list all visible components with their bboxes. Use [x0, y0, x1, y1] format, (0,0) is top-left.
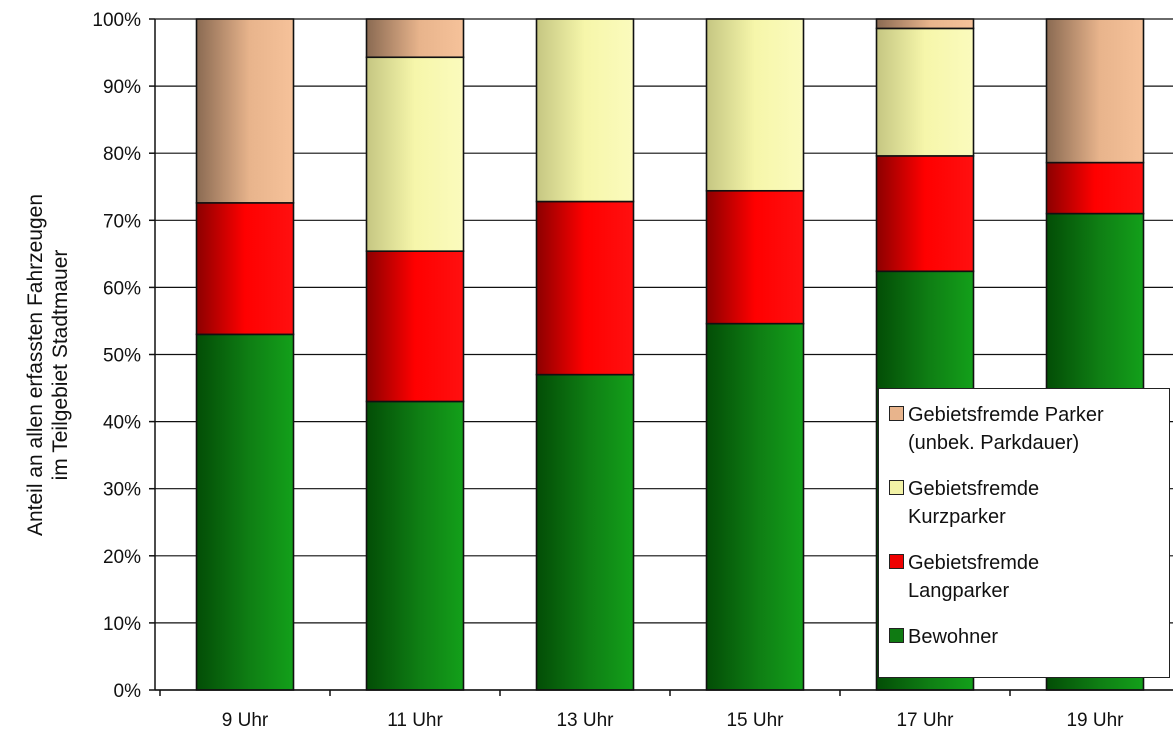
y-tick-label: 60% — [103, 278, 141, 299]
y-tick-label: 20% — [103, 547, 141, 568]
legend-label: Kurzparker — [908, 506, 1006, 528]
y-tick-label: 70% — [103, 211, 141, 232]
y-tick-label: 40% — [103, 413, 141, 434]
legend-label: Gebietsfremde — [908, 552, 1040, 574]
x-tick-label: 11 Uhr — [387, 710, 443, 731]
bar-gebietsfremde-parker-unbek-parkdauer-11-uhr — [365, 18, 465, 59]
bar-gebietsfremde-parker-unbek-parkdauer-19-uhr — [1045, 18, 1145, 164]
x-tick-labels: 9 Uhr 11 Uhr 13 Uhr 15 Uhr 17 Uhr 19 Uhr — [222, 710, 1124, 731]
legend-swatch-langparker — [889, 554, 904, 569]
legend-label: (unbek. Parkdauer) — [908, 432, 1080, 454]
legend-item-kurzparker: Gebietsfremde Kurzparker — [889, 475, 1169, 531]
x-tick-label: 17 Uhr — [896, 710, 954, 731]
legend-label: Langparker — [908, 580, 1010, 602]
legend-label: Bewohner — [908, 626, 999, 648]
legend-label: Gebietsfremde — [908, 478, 1040, 500]
legend-label: Gebietsfremde Parker — [908, 404, 1104, 426]
bar-gebietsfremde-kurzparker-15-uhr — [705, 18, 805, 192]
legend-swatch-unbekannt — [889, 406, 904, 421]
y-axis-title-line-1: Anteil an allen erfassten Fahrzeugen — [24, 194, 47, 536]
y-tick-label: 0% — [114, 681, 142, 702]
x-tick-label: 15 Uhr — [726, 710, 784, 731]
bar-gebietsfremde-kurzparker-11-uhr — [365, 56, 465, 252]
y-tick-labels: 0% 10% 20% 30% 40% 50% 60% 70% 80% 90% 100% — [92, 10, 141, 702]
y-tick-label: 80% — [103, 144, 141, 165]
axes — [149, 18, 1173, 696]
y-tick-label: 10% — [103, 614, 141, 635]
y-axis-title: Anteil an allen erfassten Fahrzeugen im … — [24, 194, 72, 536]
bar-gebietsfremde-langparker-19-uhr — [1045, 161, 1145, 215]
bar-gebietsfremde-langparker-15-uhr — [705, 189, 805, 325]
legend-item-unbekannt: Gebietsfremde Parker (unbek. Parkdauer) — [889, 401, 1169, 457]
legend-item-langparker: Gebietsfremde Langparker — [889, 549, 1169, 605]
bar-gebietsfremde-langparker-17-uhr — [875, 155, 975, 273]
x-tick-label: 9 Uhr — [222, 710, 269, 731]
legend-swatch-bewohner — [889, 628, 904, 643]
bar-gebietsfremde-langparker-11-uhr — [365, 250, 465, 403]
y-tick-label: 100% — [92, 10, 141, 31]
bar-gebietsfremde-kurzparker-17-uhr — [875, 27, 975, 157]
x-tick-label: 13 Uhr — [556, 710, 614, 731]
bar-bewohner-11-uhr — [365, 400, 465, 691]
bar-gebietsfremde-langparker-9-uhr — [195, 202, 295, 336]
legend-item-bewohner: Bewohner — [889, 623, 1169, 651]
gridlines — [155, 18, 1173, 691]
y-axis-title-line-2: im Teilgebiet Stadtmauer — [49, 250, 72, 481]
bar-gebietsfremde-langparker-13-uhr — [535, 200, 635, 376]
bar-bewohner-13-uhr — [535, 373, 635, 691]
y-tick-label: 30% — [103, 480, 141, 501]
bar-bewohner-15-uhr — [705, 322, 805, 691]
legend-swatch-kurzparker — [889, 480, 904, 495]
bar-bewohner-9-uhr — [195, 333, 295, 691]
bar-gebietsfremde-parker-unbek-parkdauer-17-uhr — [875, 18, 975, 30]
x-tick-label: 19 Uhr — [1066, 710, 1124, 731]
y-tick-label: 50% — [103, 346, 141, 367]
bar-gebietsfremde-parker-unbek-parkdauer-9-uhr — [195, 18, 295, 204]
bar-gebietsfremde-kurzparker-13-uhr — [535, 18, 635, 203]
legend: Gebietsfremde Parker (unbek. Parkdauer) … — [878, 388, 1170, 678]
y-tick-label: 90% — [103, 77, 141, 98]
